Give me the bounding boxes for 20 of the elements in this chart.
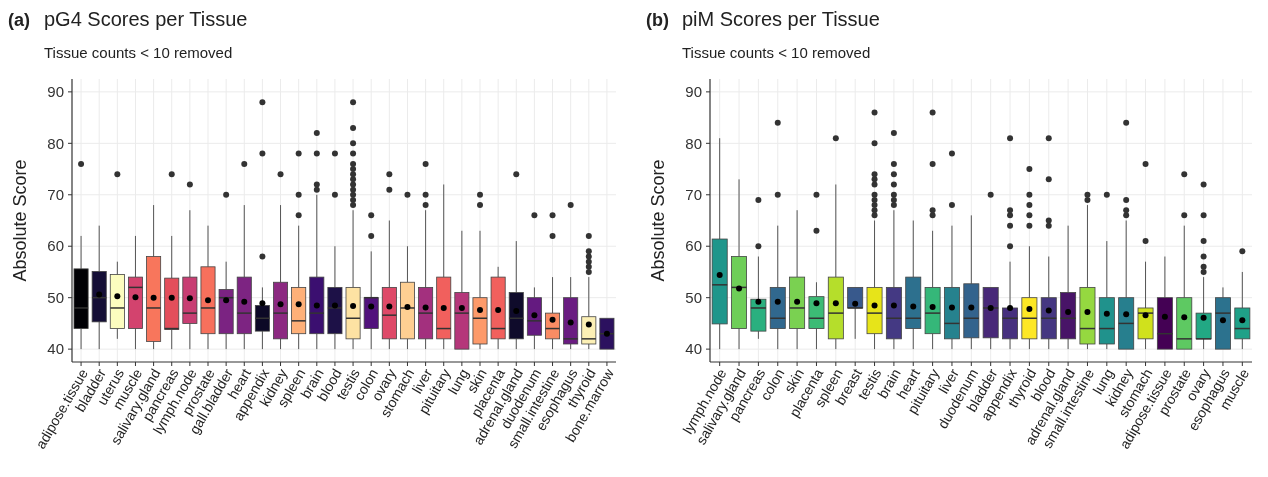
y-tick-label: 50 — [47, 288, 64, 306]
y-axis-title: Absolute Score — [648, 159, 668, 282]
y-tick-label: 50 — [685, 288, 702, 306]
y-tick-label: 80 — [685, 134, 702, 152]
chart-subtitle: Tissue counts < 10 removed — [682, 44, 871, 61]
text: (b) — [646, 10, 669, 30]
y-tick-label: 80 — [47, 134, 64, 152]
y-tick-label: 70 — [685, 186, 702, 204]
chart-title: piM Scores per Tissue — [682, 8, 880, 30]
chart-title: pG4 Scores per Tissue — [44, 8, 248, 30]
y-tick-label: 40 — [47, 340, 64, 358]
y-tick-label: 90 — [47, 83, 64, 101]
y-tick-label: 60 — [685, 237, 702, 255]
y-tick-label: 90 — [685, 83, 702, 101]
y-tick-label: 70 — [47, 186, 64, 204]
chart-subtitle: Tissue counts < 10 removed — [44, 44, 233, 61]
text: (a) — [8, 10, 30, 30]
y-tick-label: 60 — [47, 237, 64, 255]
y-axis-title: Absolute Score — [10, 159, 30, 282]
y-tick-label: 40 — [685, 340, 702, 358]
